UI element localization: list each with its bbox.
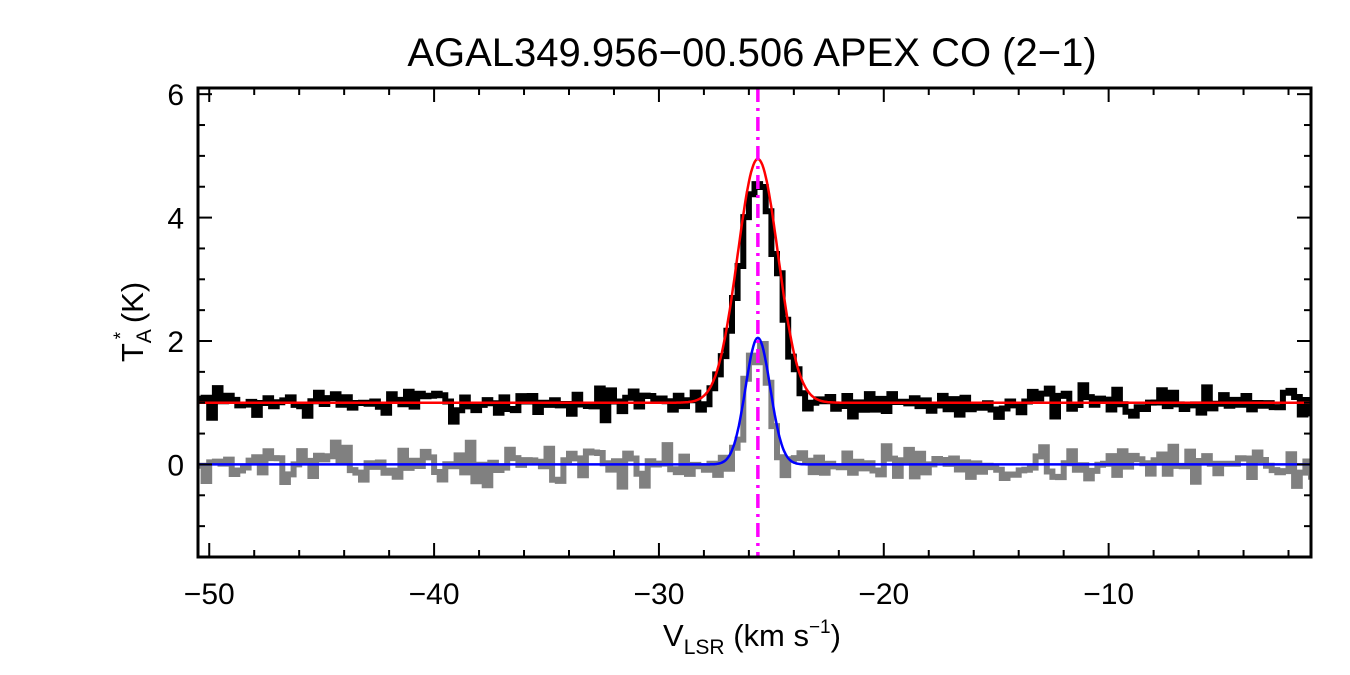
y-tick-label: 0: [167, 449, 184, 482]
series-gaussian-fit-second-spectrum: [198, 336, 1311, 466]
series-second-spectrum: [198, 341, 1311, 490]
x-tick-label: −30: [633, 578, 684, 611]
chart-title: AGAL349.956−00.506 APEX CO (2−1): [407, 31, 1096, 75]
x-axis-label: VLSR (km s−1): [663, 617, 841, 659]
plot-area: [196, 86, 1313, 559]
x-tick-label: −20: [858, 578, 909, 611]
y-tick-label: 6: [167, 79, 184, 112]
plot-frame: [196, 86, 1313, 559]
y-tick-label: 4: [167, 203, 184, 236]
x-tick-label: −40: [409, 578, 460, 611]
y-axis-label: TA* (K): [111, 282, 156, 362]
x-tick-label: −10: [1083, 578, 1134, 611]
x-tick-label: −50: [184, 578, 235, 611]
series-gaussian-fit-offset-1-k: [198, 157, 1311, 404]
y-tick-label: 2: [167, 326, 184, 359]
